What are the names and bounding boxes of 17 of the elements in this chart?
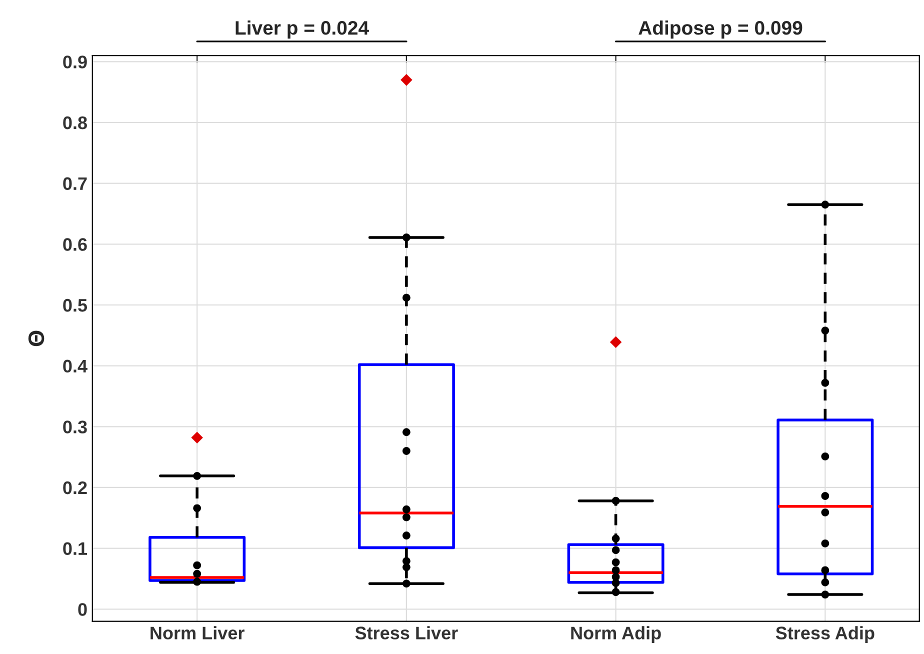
y-tick-label: 0.9 <box>63 56 87 68</box>
y-tick-label: 0.5 <box>63 298 88 312</box>
x-tick-label: Stress Liver <box>355 626 458 640</box>
y-tick-label: 0.3 <box>63 420 87 434</box>
y-tick-label: 0 <box>78 603 87 616</box>
text: Liver p = 0.024 <box>236 20 369 39</box>
y-tick-label: 0.6 <box>63 238 87 251</box>
text: Adipose p = 0.099 <box>638 20 802 39</box>
y-tick-label: 0.7 <box>63 177 87 190</box>
y-tick-label: 0.4 <box>63 360 88 373</box>
x-tick-label: Stress Adip <box>776 626 874 643</box>
y-axis-title: Θ <box>28 330 44 346</box>
x-tick-label: Norm Adip <box>571 626 661 643</box>
y-tick-label: 0.8 <box>63 116 87 130</box>
x-tick-label: Norm Liver <box>150 626 244 640</box>
y-tick-label: 0.1 <box>63 542 88 556</box>
y-tick-label: 0.2 <box>63 481 87 494</box>
